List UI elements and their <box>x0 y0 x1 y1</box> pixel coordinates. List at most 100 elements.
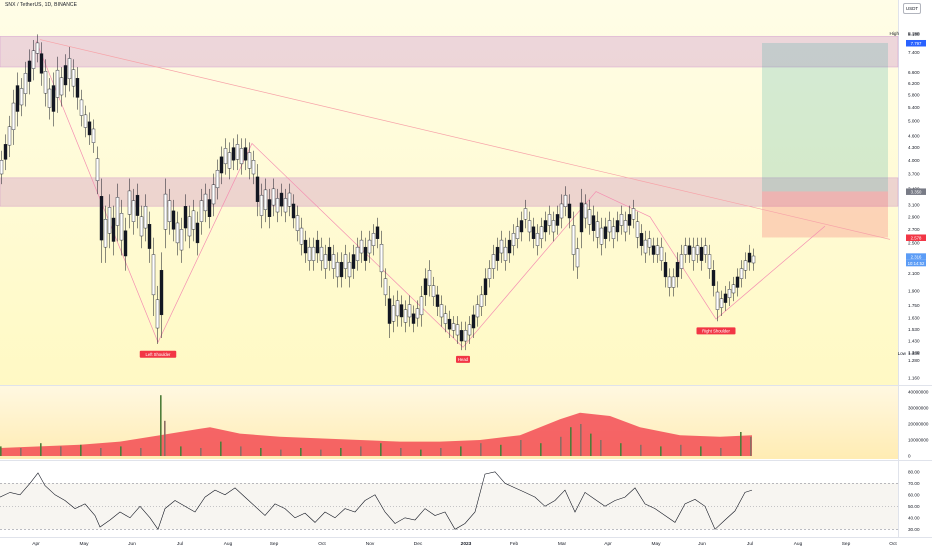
candle[interactable] <box>527 211 532 242</box>
candle[interactable] <box>227 142 232 180</box>
candle[interactable] <box>671 268 676 297</box>
candle[interactable] <box>579 188 584 249</box>
candle[interactable] <box>283 188 288 223</box>
candle[interactable] <box>455 316 460 344</box>
candle[interactable] <box>199 188 204 235</box>
candle[interactable] <box>395 290 400 327</box>
volume-bar[interactable] <box>200 448 202 456</box>
candle[interactable] <box>655 237 660 263</box>
candle[interactable] <box>491 244 496 279</box>
candle[interactable] <box>251 150 256 185</box>
candle[interactable] <box>59 67 64 107</box>
candle[interactable] <box>723 285 728 311</box>
candle[interactable] <box>503 237 508 271</box>
candle[interactable] <box>91 119 96 153</box>
candle[interactable] <box>135 183 140 229</box>
candle[interactable] <box>707 244 712 279</box>
candle[interactable] <box>47 78 52 120</box>
candle[interactable] <box>151 237 156 317</box>
candle[interactable] <box>687 237 692 263</box>
candle[interactable] <box>631 199 636 229</box>
candle[interactable] <box>339 252 344 288</box>
candle[interactable] <box>519 211 524 242</box>
candle[interactable] <box>547 205 552 235</box>
volume-bar[interactable] <box>140 448 142 456</box>
candle[interactable] <box>307 237 312 271</box>
volume-bar[interactable] <box>520 440 522 456</box>
volume-bar[interactable] <box>700 446 702 456</box>
candle[interactable] <box>219 146 224 185</box>
candle[interactable] <box>55 56 60 113</box>
candle[interactable] <box>635 211 640 249</box>
candle[interactable] <box>539 217 544 249</box>
volume-bar[interactable] <box>360 446 362 456</box>
candle[interactable] <box>699 237 704 271</box>
candle[interactable] <box>143 194 148 242</box>
candle[interactable] <box>327 237 332 271</box>
volume-bar[interactable] <box>300 448 302 456</box>
price-badge[interactable]: 2.578 <box>906 234 926 241</box>
price-badge[interactable]: 10:14:52 <box>906 259 926 267</box>
volume-bar[interactable] <box>570 427 572 456</box>
candle[interactable] <box>31 39 36 81</box>
candle[interactable] <box>711 260 716 297</box>
pattern-label[interactable]: Head <box>456 355 470 363</box>
rsi-pane[interactable] <box>0 462 898 537</box>
candle[interactable] <box>203 183 208 223</box>
candle[interactable] <box>95 146 100 195</box>
candle[interactable] <box>575 237 580 279</box>
candle[interactable] <box>247 142 252 180</box>
candle[interactable] <box>747 244 752 271</box>
candle[interactable] <box>375 217 380 249</box>
volume-bar[interactable] <box>164 420 166 456</box>
candle[interactable] <box>299 217 304 256</box>
candle[interactable] <box>131 188 136 235</box>
candle[interactable] <box>715 281 720 322</box>
volume-bar[interactable] <box>580 424 582 456</box>
candle[interactable] <box>335 252 340 288</box>
candle[interactable] <box>535 224 540 256</box>
candle[interactable] <box>351 244 356 279</box>
candle[interactable] <box>571 211 576 271</box>
volume-bar[interactable] <box>0 446 2 456</box>
candle[interactable] <box>623 211 628 242</box>
candle[interactable] <box>691 237 696 271</box>
candle[interactable] <box>19 78 24 117</box>
candle[interactable] <box>115 183 120 242</box>
candle[interactable] <box>427 260 432 297</box>
candle[interactable] <box>235 134 240 171</box>
candle[interactable] <box>27 49 32 95</box>
candle[interactable] <box>67 46 72 92</box>
candle[interactable] <box>439 295 444 327</box>
candle[interactable] <box>471 305 476 339</box>
candle[interactable] <box>611 217 616 249</box>
candle[interactable] <box>0 150 4 185</box>
candle[interactable] <box>431 276 436 306</box>
candle[interactable] <box>175 211 180 256</box>
candle[interactable] <box>423 268 428 306</box>
candle[interactable] <box>43 59 48 107</box>
candle[interactable] <box>363 237 368 271</box>
resistance-zone[interactable] <box>0 177 899 207</box>
candle[interactable] <box>223 138 228 175</box>
candle[interactable] <box>659 237 664 271</box>
candle[interactable] <box>195 211 200 256</box>
candle[interactable] <box>171 199 176 242</box>
volume-bar[interactable] <box>620 443 622 456</box>
candle[interactable] <box>291 194 296 229</box>
candle[interactable] <box>467 316 472 344</box>
candle[interactable] <box>499 230 504 263</box>
volume-bar[interactable] <box>540 443 542 456</box>
candle[interactable] <box>71 59 76 98</box>
pattern-label[interactable]: Right Shoulder <box>696 327 736 335</box>
candle[interactable] <box>207 188 212 229</box>
candle[interactable] <box>371 224 376 256</box>
volume-bar[interactable] <box>500 444 502 456</box>
candle[interactable] <box>479 285 484 317</box>
candle[interactable] <box>11 89 16 145</box>
loss-zone[interactable] <box>762 191 888 238</box>
candle[interactable] <box>619 205 624 235</box>
profit-zone[interactable] <box>762 42 888 192</box>
candle[interactable] <box>663 252 668 288</box>
